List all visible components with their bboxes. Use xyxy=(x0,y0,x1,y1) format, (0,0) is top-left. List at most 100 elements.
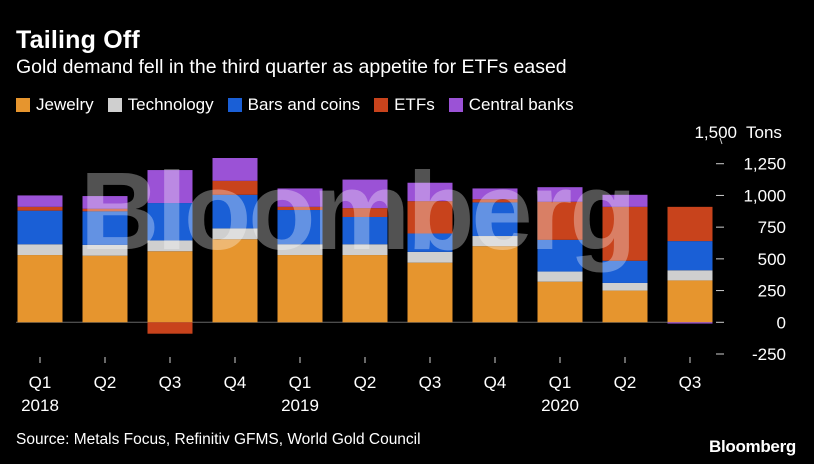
bar-central-banks-6 xyxy=(407,182,453,202)
x-tick-label-7: Q4 xyxy=(484,373,507,392)
bar-central-banks-0 xyxy=(17,195,63,207)
legend-item-central-banks: Central banks xyxy=(448,95,574,115)
y-tick-label-top: 1,500 xyxy=(694,123,737,142)
x-tick-label-10: Q3 xyxy=(679,373,702,392)
bar-jewelry-0 xyxy=(17,255,63,323)
x-tick-label-5: Q2 xyxy=(354,373,377,392)
bar-technology-0 xyxy=(17,244,63,256)
legend-label-bars-and-coins: Bars and coins xyxy=(247,95,361,114)
bar-technology-4 xyxy=(277,244,323,256)
bar-jewelry-4 xyxy=(277,255,323,323)
x-tick-label-1: Q2 xyxy=(94,373,117,392)
bar-jewelry-5 xyxy=(342,255,388,323)
x-tick-label-0: Q1 xyxy=(29,373,52,392)
bar-central-banks-5 xyxy=(342,179,388,209)
bar-technology-1 xyxy=(82,244,128,256)
bar-bars-and-coins-7 xyxy=(472,202,518,237)
bar-jewelry-2 xyxy=(147,251,193,323)
legend-swatch-jewelry xyxy=(16,98,30,112)
legend-swatch-etfs xyxy=(374,98,389,112)
chart-subtitle: Gold demand fell in the third quarter as… xyxy=(16,56,567,78)
bar-central-banks-3 xyxy=(212,158,258,181)
y-axis-unit: Tons xyxy=(746,123,782,142)
bar-etfs-10 xyxy=(667,206,713,242)
year-label-2019: 2019 xyxy=(281,396,319,415)
bar-bars-and-coins-4 xyxy=(277,210,323,245)
legend-item-jewelry: Jewelry xyxy=(16,95,94,115)
bar-jewelry-8 xyxy=(537,281,583,323)
legend-item-bars-and-coins: Bars and coins xyxy=(227,95,361,115)
bar-jewelry-9 xyxy=(602,290,648,323)
bar-central-banks-4 xyxy=(277,188,323,207)
chart-title: Tailing Off xyxy=(16,26,140,54)
bar-technology-5 xyxy=(342,244,388,256)
bar-bars-and-coins-9 xyxy=(602,260,648,283)
bar-central-banks-1 xyxy=(82,196,128,209)
legend-label-etfs: ETFs xyxy=(394,95,435,114)
bar-bars-and-coins-3 xyxy=(212,194,258,229)
bar-technology-6 xyxy=(407,251,453,263)
bar-bars-and-coins-8 xyxy=(537,239,583,272)
legend: Jewelry Technology Bars and coins ETFs C… xyxy=(16,95,574,115)
bar-etfs-1 xyxy=(82,208,128,212)
bar-central-banks-10 xyxy=(667,322,713,324)
year-label-2018: 2018 xyxy=(21,396,59,415)
y-tick-label-1: 0 xyxy=(777,313,786,332)
legend-swatch-bars-and-coins xyxy=(227,98,242,112)
legend-item-etfs: ETFs xyxy=(374,95,435,115)
x-tick-label-8: Q1 xyxy=(549,373,572,392)
bar-bars-and-coins-6 xyxy=(407,233,453,252)
bar-central-banks-7 xyxy=(472,188,518,200)
legend-label-jewelry: Jewelry xyxy=(36,95,94,114)
bar-technology-3 xyxy=(212,228,258,240)
x-tick-label-4: Q1 xyxy=(289,373,312,392)
bar-jewelry-7 xyxy=(472,246,518,323)
bar-jewelry-10 xyxy=(667,280,713,323)
y-tick-label-5: 1,000 xyxy=(743,186,786,205)
bar-technology-9 xyxy=(602,282,648,291)
y-tick-label-3: 500 xyxy=(758,250,786,269)
bar-bars-and-coins-2 xyxy=(147,203,193,241)
bloomberg-logo: Bloomberg xyxy=(708,437,796,456)
legend-item-technology: Technology xyxy=(107,95,214,115)
bar-central-banks-8 xyxy=(537,187,583,202)
bar-etfs-4 xyxy=(277,206,323,211)
bar-jewelry-3 xyxy=(212,239,258,323)
bar-central-banks-9 xyxy=(602,194,648,207)
x-tick-label-3: Q4 xyxy=(224,373,247,392)
legend-label-technology: Technology xyxy=(127,95,214,114)
bar-etfs-3 xyxy=(212,180,258,195)
x-tick-label-9: Q2 xyxy=(614,373,637,392)
bar-jewelry-1 xyxy=(82,255,128,323)
bar-bars-and-coins-5 xyxy=(342,216,388,245)
y-tick-label-0: -250 xyxy=(752,345,786,364)
bar-technology-2 xyxy=(147,240,193,252)
y-tick-label-6: 1,250 xyxy=(743,155,786,174)
bar-jewelry-6 xyxy=(407,262,453,323)
x-tick-label-2: Q3 xyxy=(159,373,182,392)
legend-swatch-technology xyxy=(107,98,122,112)
bar-technology-8 xyxy=(537,271,583,282)
bar-etfs-9 xyxy=(602,206,648,261)
y-tick-top xyxy=(719,137,723,145)
y-tick-label-4: 750 xyxy=(758,218,786,237)
bar-bars-and-coins-0 xyxy=(17,210,63,245)
bar-etfs-6 xyxy=(407,201,453,234)
bar-bars-and-coins-1 xyxy=(82,211,128,245)
bar-central-banks-2 xyxy=(147,170,193,204)
bar-technology-10 xyxy=(667,270,713,281)
legend-label-central-banks: Central banks xyxy=(468,95,574,114)
bar-etfs-8 xyxy=(537,201,583,240)
year-label-2020: 2020 xyxy=(541,396,579,415)
bar-etfs-2 xyxy=(147,322,193,334)
source-note: Source: Metals Focus, Refinitiv GFMS, Wo… xyxy=(16,431,421,448)
bar-etfs-7 xyxy=(472,199,518,203)
y-tick-label-2: 250 xyxy=(758,282,786,301)
bar-etfs-5 xyxy=(342,208,388,217)
bar-technology-7 xyxy=(472,236,518,247)
legend-swatch-central-banks xyxy=(448,98,463,112)
x-tick-label-6: Q3 xyxy=(419,373,442,392)
bar-etfs-0 xyxy=(17,206,63,211)
bar-bars-and-coins-10 xyxy=(667,241,713,271)
